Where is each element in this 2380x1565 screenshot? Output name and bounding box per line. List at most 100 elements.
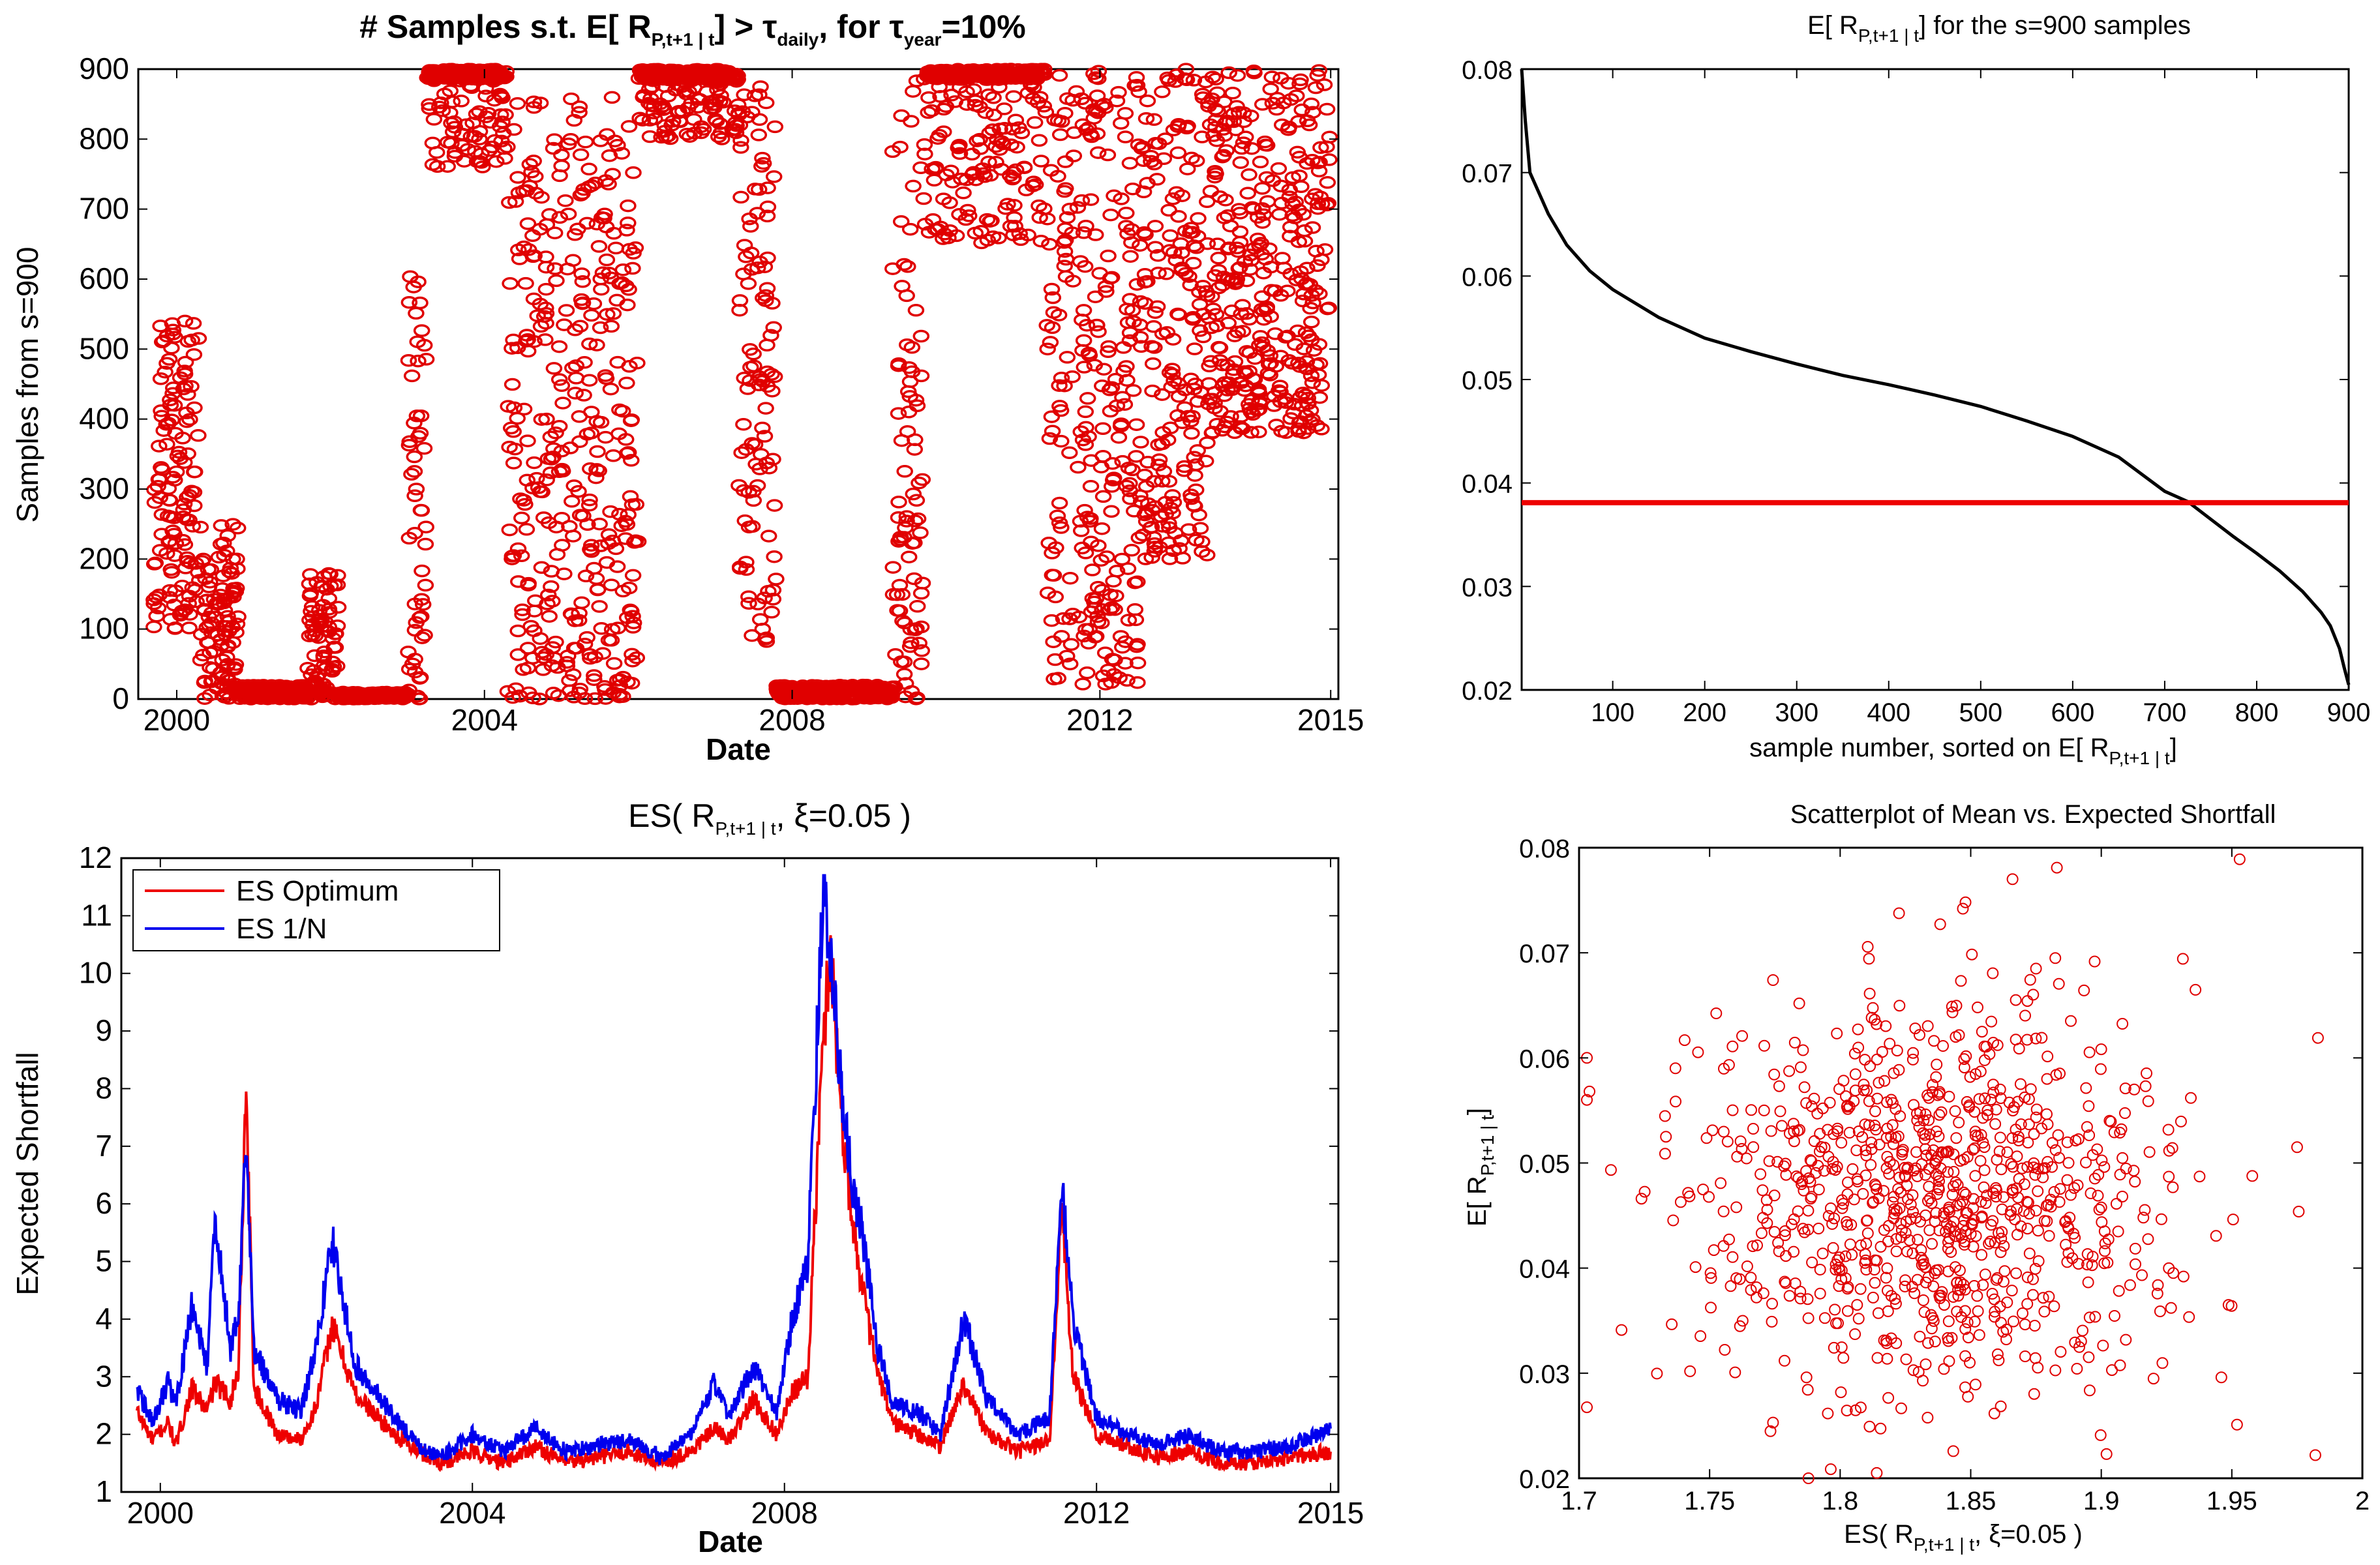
sample-point xyxy=(1169,146,1187,160)
sample-point xyxy=(1082,193,1100,206)
sample-point xyxy=(245,680,262,694)
sample-point xyxy=(894,614,911,628)
mean-es-point xyxy=(1957,1154,1970,1166)
mean-es-point xyxy=(1948,1225,1961,1238)
sample-point xyxy=(1154,437,1171,451)
sample-point xyxy=(1136,275,1154,289)
mean-es-point xyxy=(1919,1129,1931,1141)
mean-es-point xyxy=(1920,1169,1931,1181)
sample-point xyxy=(1199,237,1216,250)
mean-es-point xyxy=(2041,1118,2054,1131)
sample-point xyxy=(901,640,919,653)
sample-point xyxy=(320,625,337,638)
mean-es-point xyxy=(1910,1212,1922,1224)
sample-point xyxy=(1139,94,1156,108)
mean-es-point xyxy=(1972,1305,1984,1317)
mean-es-point xyxy=(1669,1062,1681,1075)
mean-es-point xyxy=(1808,1135,1820,1147)
sample-point xyxy=(527,594,544,608)
sample-point xyxy=(153,508,171,521)
sample-point xyxy=(603,91,621,104)
mean-es-point xyxy=(1816,1247,1829,1260)
legend-label-es-1n: ES 1/N xyxy=(236,913,327,945)
sample-point xyxy=(1144,357,1162,370)
sample-point xyxy=(1309,68,1326,82)
sample-point xyxy=(1250,403,1268,416)
mean-vs-es-title: Scatterplot of Mean vs. Expected Shortfa… xyxy=(1790,800,2276,829)
mean-es-point xyxy=(2167,1181,2179,1193)
mean-es-point xyxy=(1979,1268,1991,1281)
sample-point xyxy=(763,606,780,619)
sample-point xyxy=(537,301,554,315)
mean-es-point xyxy=(2120,1163,2132,1174)
sample-point xyxy=(1192,522,1209,535)
sample-point xyxy=(1143,551,1160,564)
mean-es-point xyxy=(1916,1259,1928,1271)
expected-shortfall-x-tick-label: 2008 xyxy=(751,1496,818,1530)
sample-point xyxy=(464,66,481,80)
mean-es-point xyxy=(1900,1353,1912,1365)
sample-point xyxy=(740,590,757,603)
mean-es-point xyxy=(2038,1215,2051,1227)
mean-es-point xyxy=(2010,1267,2023,1279)
mean-es-point xyxy=(1923,1224,1936,1236)
sample-point xyxy=(1311,357,1329,370)
sample-point xyxy=(1199,96,1217,110)
mean-es-point xyxy=(1813,1223,1825,1234)
sample-point xyxy=(1053,372,1070,385)
sample-point xyxy=(624,654,641,668)
mean-es-point xyxy=(2013,1135,2025,1146)
mean-es-point xyxy=(2098,1161,2111,1173)
sample-point xyxy=(747,183,764,196)
sample-point xyxy=(1137,112,1155,125)
sample-point xyxy=(889,604,906,617)
mean-es-point xyxy=(2113,1285,2125,1297)
mean-es-point xyxy=(1882,1235,1894,1247)
sample-point xyxy=(890,407,907,420)
mean-es-point xyxy=(1871,1467,1883,1479)
mean-es-point xyxy=(2053,1152,2066,1164)
expected-shortfall-x-ticks: 2000 2004 2008 2012 2015 xyxy=(127,858,1364,1530)
mean-es-point xyxy=(1881,1262,1893,1274)
sample-point xyxy=(1254,336,1271,350)
sample-point xyxy=(1064,608,1081,621)
sample-point xyxy=(1053,115,1070,128)
mean-es-point xyxy=(1933,1109,1946,1121)
sample-point xyxy=(1173,264,1190,277)
mean-es-point xyxy=(1751,1239,1763,1251)
mean-es-point xyxy=(1885,1290,1897,1302)
sample-point xyxy=(185,348,203,361)
mean-es-point xyxy=(1940,1225,1952,1238)
mean-es-point xyxy=(1977,1137,1989,1149)
mean-es-point xyxy=(2055,1346,2067,1358)
sample-point xyxy=(564,361,581,375)
samples-x-tick-label: 2012 xyxy=(1066,703,1133,737)
mean-es-point xyxy=(1859,1118,1871,1131)
mean-es-point xyxy=(2029,1169,2041,1181)
sample-point xyxy=(1087,630,1105,643)
sample-point xyxy=(620,508,637,521)
mean-es-point xyxy=(1880,1337,1893,1349)
mean-es-point xyxy=(1858,1084,1870,1097)
sample-point xyxy=(1178,73,1196,87)
mean-es-point xyxy=(1890,1103,1902,1115)
mean-es-point xyxy=(2028,1388,2040,1400)
mean-es-point xyxy=(1835,1137,1848,1149)
mean-es-point xyxy=(2116,1152,2129,1164)
sample-point xyxy=(1150,137,1167,151)
sample-point xyxy=(1164,489,1181,502)
sample-point xyxy=(576,356,593,369)
mean-es-point xyxy=(2175,1115,2187,1127)
mean-es-point xyxy=(1969,1125,1981,1138)
mean-es-point xyxy=(1886,1097,1899,1109)
mean-es-point xyxy=(1802,1312,1815,1324)
mean-es-point xyxy=(2053,977,2065,990)
mean-es-point xyxy=(2041,1051,2054,1063)
sample-point xyxy=(623,454,640,467)
mean-es-point xyxy=(2049,1144,2062,1156)
sample-point xyxy=(766,120,784,134)
sample-point xyxy=(712,117,729,130)
sample-point xyxy=(1280,354,1297,367)
sample-point xyxy=(625,166,642,179)
sample-point xyxy=(1263,70,1281,83)
